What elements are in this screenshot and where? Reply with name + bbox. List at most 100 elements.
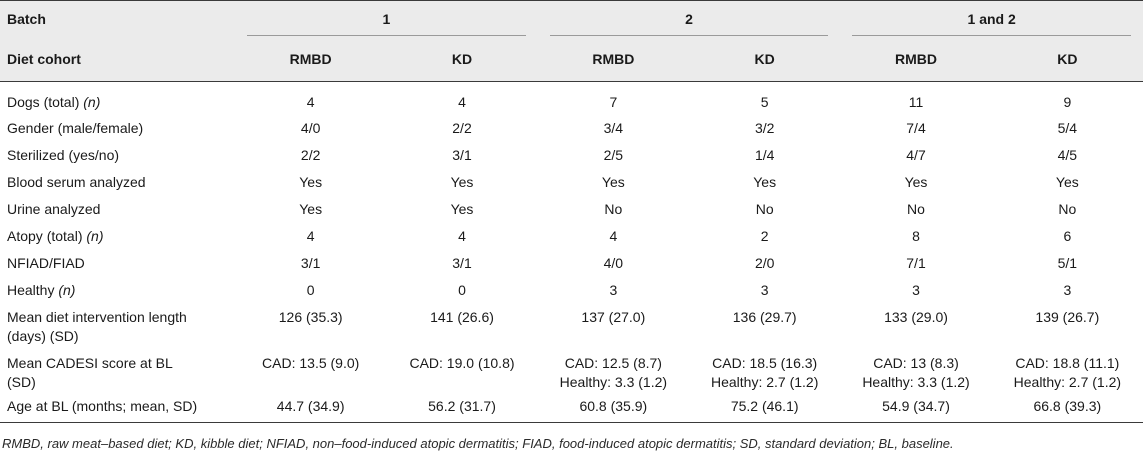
table-row: Mean CADESI score at BL (SD) CAD: 13.5 (9… xyxy=(0,350,1143,396)
table-cell: 137 (27.0) xyxy=(581,308,646,325)
table-cell: 3 xyxy=(760,281,769,298)
table-cell: 7 xyxy=(609,93,618,110)
table-cell: 8 xyxy=(912,227,920,244)
subcol-header: RMBD xyxy=(289,50,332,67)
table-cell: 1/4 xyxy=(754,146,775,163)
table-cell: 2 xyxy=(760,227,769,244)
table-row: Gender (male/female) 4/0 2/2 3/4 3/2 7/4… xyxy=(0,115,1143,142)
table-cell: 3 xyxy=(1063,281,1072,298)
table-cell: 141 (26.6) xyxy=(430,308,494,325)
row-label: Blood serum analyzed xyxy=(7,173,146,190)
subcol-header: KD xyxy=(754,50,775,67)
table-cell: 5/4 xyxy=(1057,119,1078,136)
table-cell: Yes xyxy=(299,173,323,190)
subcol-header: RMBD xyxy=(592,50,635,67)
table-cell: 4 xyxy=(609,227,618,244)
table-row: Dogs (total) (n) 4 4 7 5 11 9 xyxy=(0,82,1143,115)
batch-header-row: Batch 1 2 1 and 2 xyxy=(0,0,1143,37)
table-cell: 60.8 (35.9) xyxy=(579,398,648,415)
table-row: Blood serum analyzed Yes Yes Yes Yes Yes… xyxy=(0,169,1143,196)
table-cell: 4 xyxy=(458,227,466,244)
table-cell: 5 xyxy=(760,93,769,110)
table-cell: 56.2 (31.7) xyxy=(428,398,496,415)
row-label: Dogs (total) (n) xyxy=(7,93,101,110)
table-cell: CAD: 13.5 (9.0) xyxy=(262,354,360,371)
table-cell: Yes xyxy=(601,173,625,190)
table-cell: Yes xyxy=(450,173,474,190)
table-cell: No xyxy=(1058,200,1077,217)
table-row: Urine analyzed Yes Yes No No No No xyxy=(0,196,1143,223)
table-cell: 54.9 (34.7) xyxy=(882,398,950,415)
table-cell: 2/2 xyxy=(452,119,472,136)
table-cell: CAD: 18.8 (11.1) Healthy: 2.7 (1.2) xyxy=(1013,354,1122,390)
table-cell: 7/4 xyxy=(906,119,926,136)
group-header-1: 1 xyxy=(235,1,538,37)
table-cell: 66.8 (39.3) xyxy=(1033,398,1102,415)
table-cell: Yes xyxy=(299,200,323,217)
table-cell: Yes xyxy=(904,173,928,190)
table-row: NFIAD/FIAD 3/1 3/1 4/0 2/0 7/1 5/1 xyxy=(0,250,1143,277)
table-cell: 2/5 xyxy=(603,146,624,163)
table-cell: 4/0 xyxy=(603,254,624,271)
row-label: Urine analyzed xyxy=(7,200,101,217)
table-cell: 6 xyxy=(1063,227,1072,244)
row-label: NFIAD/FIAD xyxy=(7,254,85,271)
subcol-header: KD xyxy=(1057,50,1078,67)
table-row: Mean diet intervention length (days) (SD)… xyxy=(0,304,1143,350)
table-cell: 4/7 xyxy=(906,146,926,163)
table-cell: 0 xyxy=(458,281,466,298)
subcol-header: KD xyxy=(451,50,473,67)
table-cell: No xyxy=(907,200,925,217)
table-footnote: RMBD, raw meat–based diet; KD, kibble di… xyxy=(2,436,954,451)
group-header-2: 2 xyxy=(538,1,841,37)
table-cell: 4 xyxy=(306,93,315,110)
table-cell: 4 xyxy=(458,93,466,110)
table-cell: 7/1 xyxy=(906,254,926,271)
table-cell: 133 (29.0) xyxy=(884,308,948,325)
subcol-header: RMBD xyxy=(895,50,937,67)
table-cell: 11 xyxy=(908,93,924,110)
table-cell: 3 xyxy=(912,281,920,298)
table-cell: 139 (26.7) xyxy=(1035,308,1100,325)
table-row: Age at BL (months; mean, SD) 44.7 (34.9)… xyxy=(0,396,1143,423)
table-cell: CAD: 12.5 (8.7) Healthy: 3.3 (1.2) xyxy=(559,354,668,390)
table-cell: 75.2 (46.1) xyxy=(730,398,799,415)
row-label: Sterilized (yes/no) xyxy=(7,146,120,163)
table-cell: 44.7 (34.9) xyxy=(276,398,345,415)
table-cell: 136 (29.7) xyxy=(732,308,797,325)
table-row: Sterilized (yes/no) 2/2 3/1 2/5 1/4 4/7 … xyxy=(0,142,1143,169)
table-cell: 3/1 xyxy=(300,254,321,271)
table-cell: 4 xyxy=(306,227,315,244)
row-label: Healthy (n) xyxy=(7,281,76,298)
group-header-1-and-2: 1 and 2 xyxy=(840,1,1143,37)
row-label: Atopy (total) (n) xyxy=(7,227,104,244)
table-cell: Yes xyxy=(450,200,474,217)
table-cell: 126 (35.3) xyxy=(278,308,343,325)
row-label: Age at BL (months; mean, SD) xyxy=(7,398,198,415)
table-cell: 4/0 xyxy=(300,119,321,136)
cohort-label: Diet cohort xyxy=(7,50,81,67)
table-cell: 2/0 xyxy=(754,254,775,271)
table-cell: 9 xyxy=(1063,93,1072,110)
table-cell: No xyxy=(755,200,774,217)
table-cell: 5/1 xyxy=(1057,254,1078,271)
cohort-header-row: Diet cohort RMBD KD RMBD KD RMBD KD xyxy=(0,36,1143,82)
row-label: Mean CADESI score at BL (SD) xyxy=(7,354,173,390)
table-cell: Yes xyxy=(1055,173,1079,190)
table-cell: 3/1 xyxy=(452,254,472,271)
table-row: Healthy (n) 0 0 3 3 3 3 xyxy=(0,277,1143,304)
table-cell: 3/2 xyxy=(754,119,775,136)
table-cell: Yes xyxy=(753,173,777,190)
table-row: Atopy (total) (n) 4 4 4 2 8 6 xyxy=(0,223,1143,250)
table-cell: 3/1 xyxy=(452,146,472,163)
table-cell: CAD: 19.0 (10.8) xyxy=(409,354,515,371)
table-cell: 0 xyxy=(306,281,315,298)
table-cell: No xyxy=(604,200,623,217)
table-cell: 4/5 xyxy=(1057,146,1078,163)
row-label: Mean diet intervention length (days) (SD) xyxy=(7,308,187,344)
batch-label: Batch xyxy=(7,10,46,27)
table-cell: 3/4 xyxy=(603,119,624,136)
data-table: Batch 1 2 1 and 2 Diet cohort RMBD KD RM… xyxy=(0,0,1143,423)
table-cell: 3 xyxy=(609,281,618,298)
table-cell: CAD: 18.5 (16.3) Healthy: 2.7 (1.2) xyxy=(710,354,819,390)
